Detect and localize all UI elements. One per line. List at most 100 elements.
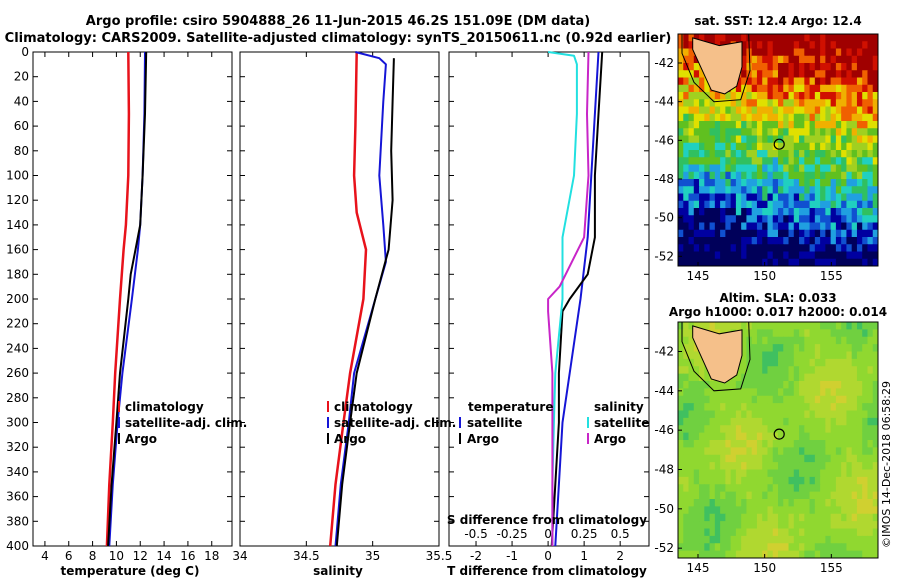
map-cell <box>867 417 874 426</box>
map-cell <box>804 164 811 173</box>
map-cell <box>693 251 700 260</box>
map-cell <box>741 215 748 224</box>
map-cell <box>867 92 874 100</box>
map-cell <box>830 425 837 434</box>
map-cell <box>678 373 684 382</box>
map-cell <box>704 432 711 441</box>
map-cell <box>825 244 832 253</box>
map-cell <box>683 381 690 389</box>
map-cell <box>751 41 758 50</box>
map-cell <box>814 63 821 71</box>
map-cell <box>751 186 758 195</box>
map-cell <box>872 135 878 144</box>
map-cell <box>725 403 732 412</box>
map-cell <box>867 499 874 507</box>
map-cell <box>678 70 684 79</box>
map-cell <box>799 150 805 158</box>
map-cell <box>699 432 705 441</box>
map-cell <box>756 237 763 245</box>
map-cell <box>809 499 816 507</box>
map-cell <box>725 543 732 552</box>
map-cell <box>678 462 684 471</box>
lat-tick-label: -44 <box>654 384 674 398</box>
map-cell <box>846 41 853 50</box>
map-cell <box>678 550 684 558</box>
map-cell <box>714 410 721 419</box>
map-cell <box>709 403 716 412</box>
map-cell <box>688 135 695 144</box>
map-cell <box>867 150 874 158</box>
map-cell <box>799 63 805 71</box>
map-cell <box>735 106 742 115</box>
map-cell <box>735 142 742 151</box>
map-cell <box>783 128 790 137</box>
map-cell <box>756 373 763 382</box>
map-cell <box>814 215 821 224</box>
map-cell <box>851 171 858 180</box>
map-cell <box>693 550 700 558</box>
map-cell <box>720 469 726 478</box>
map-cell <box>772 63 779 71</box>
map-cell <box>762 164 769 173</box>
map-cell <box>809 432 816 441</box>
map-cell <box>793 244 800 253</box>
map-cell <box>714 244 721 253</box>
map-cell <box>730 244 737 253</box>
map-cell <box>772 171 779 180</box>
map-cell <box>741 41 748 50</box>
map-cell <box>835 237 842 245</box>
map-cell <box>678 513 684 522</box>
map-cell <box>704 417 711 426</box>
map-cell <box>693 215 700 224</box>
map-cell <box>756 48 763 57</box>
map-cell <box>799 543 805 552</box>
map-cell <box>751 128 758 137</box>
map-cell <box>835 121 842 129</box>
map-cell <box>704 388 711 397</box>
map-cell <box>720 150 726 158</box>
map-cell <box>841 322 848 330</box>
map-cell <box>693 381 700 389</box>
map-cell <box>788 521 795 530</box>
map-cell <box>788 121 795 129</box>
map-cell <box>862 77 869 86</box>
map-cell <box>851 550 858 558</box>
map-cell <box>830 506 837 515</box>
map-cell <box>741 48 748 57</box>
map-cell <box>778 513 784 522</box>
map-cell <box>841 179 848 187</box>
map-cell <box>714 469 721 478</box>
depth-tick-label: 140 <box>6 218 29 232</box>
map-cell <box>725 34 732 42</box>
map-cell <box>741 200 748 209</box>
map-cell <box>788 208 795 216</box>
map-cell <box>704 499 711 507</box>
map-cell <box>788 491 795 500</box>
map-cell <box>767 425 774 434</box>
map-cell <box>725 135 732 144</box>
map-cell <box>814 106 821 115</box>
map-cell <box>804 366 811 375</box>
map-cell <box>735 447 742 456</box>
map-cell <box>688 150 695 158</box>
map-cell <box>814 322 821 330</box>
map-cell <box>835 499 842 507</box>
map-cell <box>683 135 690 144</box>
sla-map-title-line2: Argo h1000: 0.017 h2000: 0.014 <box>669 305 887 319</box>
map-cell <box>814 128 821 137</box>
map-cell <box>699 454 705 463</box>
map-cell <box>756 34 763 42</box>
map-cell <box>741 491 748 500</box>
map-cell <box>856 99 863 108</box>
map-cell <box>714 550 721 558</box>
map-cell <box>804 193 811 202</box>
map-cell <box>772 41 779 50</box>
map-cell <box>856 128 863 137</box>
map-cell <box>809 462 816 471</box>
map-cell <box>746 366 753 375</box>
map-cell <box>688 244 695 253</box>
map-cell <box>851 521 858 530</box>
depth-tick-label: 0 <box>21 45 29 59</box>
map-cell <box>820 113 826 122</box>
map-cell <box>746 513 753 522</box>
